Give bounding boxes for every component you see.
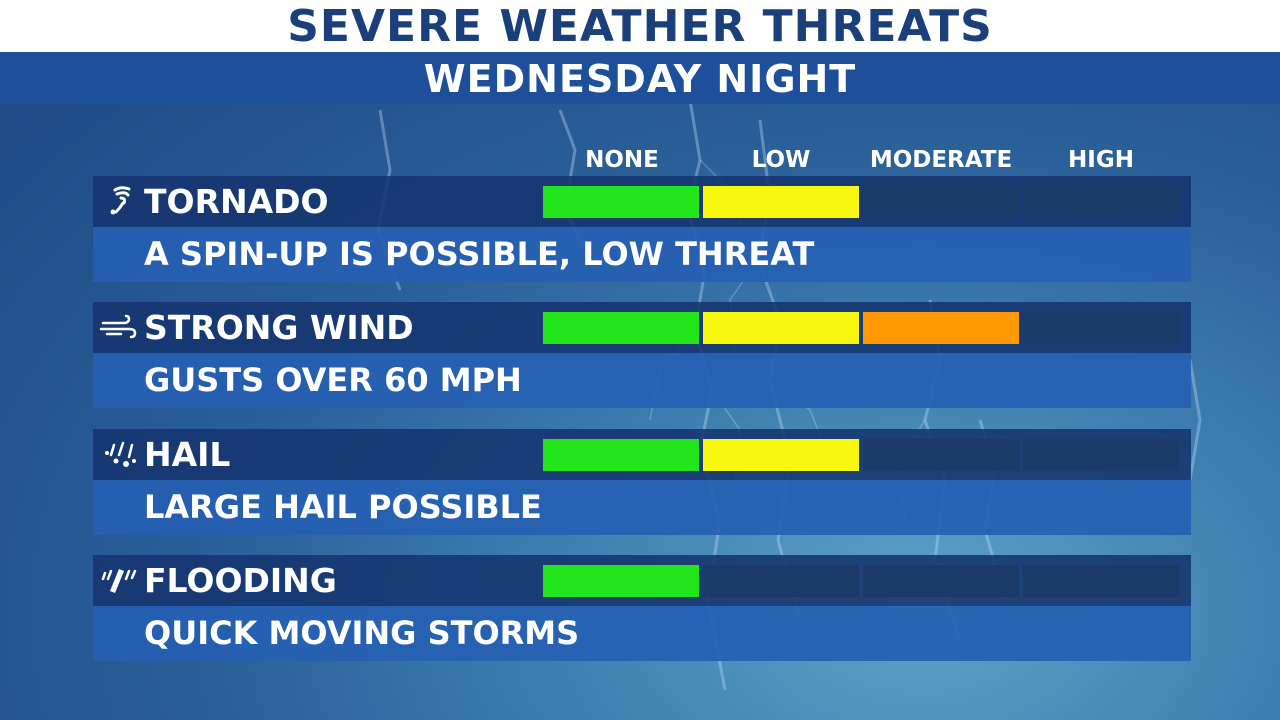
threat-meter — [543, 439, 1183, 471]
threat-description-bar: GUSTS OVER 60 MPH — [93, 353, 1191, 408]
threat-label: TORNADO — [144, 182, 329, 221]
threat-header: TORNADO — [93, 176, 1191, 227]
level-header-high: HIGH — [1068, 147, 1134, 173]
threat-header: HAIL — [93, 429, 1191, 480]
threat-description: A SPIN-UP IS POSSIBLE, LOW THREAT — [144, 235, 815, 273]
threat-label: HAIL — [144, 435, 231, 474]
level-header-moderate: MODERATE — [869, 147, 1013, 173]
meter-segment-low — [703, 439, 859, 471]
flooding-icon — [101, 569, 137, 593]
threat-label: STRONG WIND — [144, 308, 414, 347]
hail-icon — [105, 441, 136, 467]
meter-segment-high — [1023, 565, 1179, 597]
threat-meter — [543, 186, 1183, 218]
threat-label: FLOODING — [144, 561, 337, 600]
meter-segment-high — [1023, 312, 1179, 344]
meter-segment-high — [1023, 439, 1179, 471]
threat-row-hail: HAIL LARGE HAIL POSSIBLE — [93, 429, 1191, 535]
meter-segment-none — [543, 439, 699, 471]
meter-segment-moderate — [863, 439, 1019, 471]
tornado-icon — [110, 186, 131, 215]
meter-segment-low — [703, 312, 859, 344]
threat-row-flooding: FLOODING QUICK MOVING STORMS — [93, 555, 1191, 661]
threat-row-tornado: TORNADO A SPIN-UP IS POSSIBLE, LOW THREA… — [93, 176, 1191, 282]
threat-header: FLOODING — [93, 555, 1191, 606]
threat-description-bar: A SPIN-UP IS POSSIBLE, LOW THREAT — [93, 227, 1191, 282]
level-headers: NONE LOW MODERATE HIGH — [0, 144, 1280, 176]
page-title: SEVERE WEATHER THREATS — [287, 1, 993, 52]
title-banner: SEVERE WEATHER THREATS — [0, 0, 1280, 52]
meter-segment-low — [703, 186, 859, 218]
threat-description-bar: QUICK MOVING STORMS — [93, 606, 1191, 661]
wind-icon — [99, 314, 137, 339]
threat-description: GUSTS OVER 60 MPH — [144, 361, 522, 399]
meter-segment-moderate — [863, 565, 1019, 597]
meter-segment-moderate — [863, 186, 1019, 218]
threat-description: QUICK MOVING STORMS — [144, 614, 580, 652]
meter-segment-none — [543, 565, 699, 597]
subtitle-banner: WEDNESDAY NIGHT — [0, 52, 1280, 104]
threat-header: STRONG WIND — [93, 302, 1191, 353]
meter-segment-low — [703, 565, 859, 597]
level-header-none: NONE — [585, 147, 659, 173]
meter-segment-high — [1023, 186, 1179, 218]
meter-segment-moderate — [863, 312, 1019, 344]
meter-segment-none — [543, 186, 699, 218]
page-subtitle: WEDNESDAY NIGHT — [423, 57, 857, 101]
threat-description-bar: LARGE HAIL POSSIBLE — [93, 480, 1191, 535]
threat-meter — [543, 312, 1183, 344]
threat-meter — [543, 565, 1183, 597]
meter-segment-none — [543, 312, 699, 344]
threat-row-strong-wind: STRONG WIND GUSTS OVER 60 MPH — [93, 302, 1191, 408]
level-header-low: LOW — [751, 147, 811, 173]
threat-description: LARGE HAIL POSSIBLE — [144, 488, 542, 526]
